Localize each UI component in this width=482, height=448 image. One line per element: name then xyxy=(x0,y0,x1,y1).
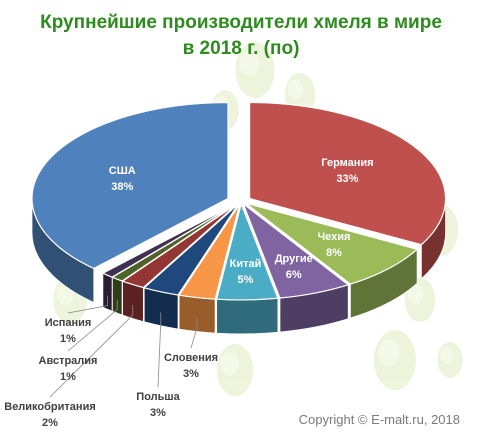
slice-value-Словения: 3% xyxy=(183,368,199,380)
pie-tops xyxy=(31,101,447,301)
copyright-text: Copyright © E-malt.ru, 2018 xyxy=(298,412,460,427)
pie-slice-Другие xyxy=(241,201,350,299)
leader-line-Испания xyxy=(67,295,108,314)
hop-cone-decor xyxy=(235,42,275,98)
slice-value-Польша: 3% xyxy=(150,407,166,419)
slice-label-Китай: Китай xyxy=(230,258,262,270)
leader-line-Польша xyxy=(157,312,162,388)
slice-label-США: США xyxy=(109,165,136,177)
hop-cone-decor xyxy=(404,278,436,322)
pie-slice-Чехия xyxy=(245,202,419,285)
slice-value-Другие: 6% xyxy=(286,269,302,281)
pie-sides xyxy=(31,198,447,335)
slice-value-США: 38% xyxy=(111,181,133,193)
pie-slice-Китай xyxy=(215,201,279,301)
pie-slice-США xyxy=(31,101,229,270)
slice-label-Великобритания: Великобритания xyxy=(4,401,96,413)
slice-value-Австралия: 1% xyxy=(60,371,76,383)
pie-slice-Германия xyxy=(249,101,447,246)
leader-line-Великобритания xyxy=(49,304,134,398)
slice-value-Китай: 5% xyxy=(238,274,254,286)
leader-line-Австралия xyxy=(67,299,118,352)
pie-labels: Германия 33% Чехия 8% Другие 6% Китай 5% США 38% С… xyxy=(4,157,373,429)
pie-slice-Словения xyxy=(178,203,241,300)
slice-value-Германия: 33% xyxy=(336,173,358,185)
slice-label-Другие: Другие xyxy=(275,253,313,265)
slice-label-Австралия: Австралия xyxy=(39,355,98,367)
slice-value-Чехия: 8% xyxy=(326,247,342,259)
hop-cone-decor xyxy=(374,330,416,390)
pie-slice-Испания xyxy=(101,202,238,278)
slice-value-Великобритания: 2% xyxy=(42,417,58,429)
slice-value-Испания: 1% xyxy=(60,333,76,345)
pie-side-Китай xyxy=(216,297,279,335)
slice-label-Чехия: Чехия xyxy=(317,231,350,243)
chart-title-line-2: в 2018 г. (по) xyxy=(182,38,300,59)
hop-cone-decor xyxy=(437,342,463,378)
slice-label-Испания: Испания xyxy=(45,317,92,329)
hop-cone-decor xyxy=(216,344,254,396)
slice-label-Германия: Германия xyxy=(321,157,373,169)
slice-label-Польша: Польша xyxy=(136,391,180,403)
leader-line-Словения xyxy=(190,317,198,349)
pie-slice-Польша xyxy=(142,203,240,296)
slice-label-Словения: Словения xyxy=(164,352,218,364)
chart-title-line-1: Крупнейшие производители хмеля в мире xyxy=(40,12,442,33)
